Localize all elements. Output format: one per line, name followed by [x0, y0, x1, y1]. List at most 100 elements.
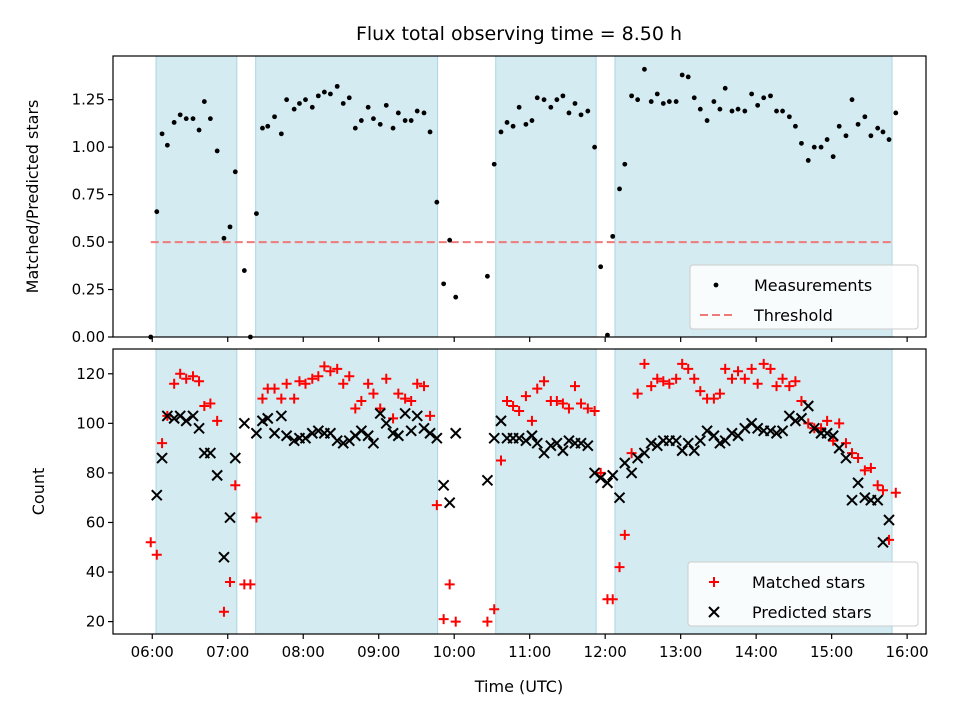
- predicted-star-point: [218, 551, 230, 563]
- measurement-point: [159, 131, 165, 137]
- predicted-star-point: [526, 430, 538, 442]
- matched-star-point: [489, 604, 500, 615]
- predicted-star-point: [367, 437, 380, 449]
- matched-star-point: [450, 616, 461, 627]
- matched-star-point: [419, 381, 430, 392]
- measurement-point: [572, 101, 578, 106]
- matched-star-point: [877, 485, 888, 496]
- measurement-point: [862, 114, 868, 120]
- matched-star-point: [199, 401, 210, 411]
- predicted-star-point: [645, 437, 657, 449]
- matched-star-point: [438, 614, 449, 625]
- predicted-star-point: [392, 430, 405, 442]
- observing-window-ratio-1: [255, 55, 439, 338]
- matched-star-point: [614, 562, 625, 573]
- predicted-star-point: [619, 457, 631, 469]
- plot-frame-count: [112, 348, 927, 635]
- measurement-point: [377, 121, 383, 127]
- legend-marker: [708, 606, 720, 618]
- matched-star-point: [375, 403, 386, 414]
- matched-star-point: [169, 378, 180, 389]
- matched-star-point: [890, 487, 901, 498]
- matched-star-point: [307, 373, 318, 384]
- matched-star-point: [393, 388, 404, 399]
- predicted-star-point: [268, 427, 281, 439]
- matched-star-point: [300, 378, 311, 389]
- measurement-point: [414, 108, 420, 114]
- measurement-point: [510, 123, 516, 129]
- matched-star-point: [400, 393, 411, 404]
- predicted-star-point: [808, 422, 820, 435]
- measurement-point: [811, 144, 817, 150]
- measurement-point: [177, 112, 183, 118]
- measurement-point: [673, 99, 679, 104]
- predicted-star-point: [262, 412, 274, 425]
- measurement-point: [660, 101, 666, 106]
- matched-star-point: [816, 423, 827, 434]
- matched-star-point: [796, 396, 807, 407]
- predicted-star-point: [607, 469, 619, 482]
- matched-star-point: [269, 383, 280, 394]
- measurement-point: [183, 116, 189, 122]
- x-tick-label: 09:00: [357, 643, 400, 661]
- legend-ratio: Measurements Threshold: [689, 264, 919, 330]
- matched-star-point: [281, 378, 292, 389]
- measurement-point: [232, 169, 238, 175]
- matched-star-point: [671, 373, 682, 384]
- matched-star-point: [406, 396, 417, 407]
- y-tick-label: 20: [86, 613, 105, 631]
- x-tick-label: 14:00: [735, 643, 778, 661]
- measurement-point: [541, 97, 547, 103]
- y-tick-label: 0.50: [72, 233, 105, 251]
- predicted-star-point: [770, 427, 783, 439]
- matched-star-point: [859, 465, 870, 476]
- measurement-point: [849, 97, 855, 103]
- predicted-star-point: [238, 417, 251, 430]
- x-tick-label: 13:00: [659, 643, 702, 661]
- predicted-star-point: [306, 427, 318, 439]
- measurement-point: [190, 116, 196, 122]
- measurement-point: [610, 233, 616, 239]
- measurement-point: [328, 91, 333, 97]
- measurement-point: [793, 123, 798, 129]
- measurement-point: [214, 148, 220, 154]
- predicted-star-point: [776, 425, 789, 437]
- predicted-star-point: [545, 439, 557, 452]
- predicted-star-point: [161, 410, 174, 422]
- y-tick-label: 100: [76, 414, 105, 432]
- matched-star-point: [595, 467, 606, 478]
- measurement-point: [346, 95, 352, 101]
- predicted-star-point: [638, 447, 651, 459]
- matched-star-point: [502, 396, 513, 407]
- predicted-star-point: [795, 412, 808, 425]
- measurement-point: [886, 137, 892, 142]
- matched-star-point: [626, 448, 637, 459]
- predicted-star-point: [575, 437, 587, 449]
- matched-star-point: [828, 435, 839, 446]
- matched-star-point: [677, 358, 688, 369]
- matched-star-point: [784, 381, 795, 392]
- measurement-point: [154, 209, 160, 215]
- measurement-point: [697, 106, 703, 112]
- measurement-point: [605, 332, 610, 338]
- measurement-point: [265, 123, 271, 129]
- predicted-star-point: [211, 469, 223, 482]
- measurement-point: [309, 104, 315, 110]
- measurement-point: [893, 110, 899, 116]
- x-tick-label: 10:00: [433, 643, 476, 661]
- measurement-point: [260, 125, 265, 131]
- matched-star-point: [319, 361, 330, 372]
- predicted-star-point: [852, 477, 864, 489]
- predicted-star-point: [193, 422, 205, 435]
- matched-star-point: [368, 388, 379, 399]
- measurement-point: [592, 144, 598, 150]
- matched-star-point: [822, 415, 833, 426]
- measurement-point: [761, 95, 767, 101]
- measurement-point: [548, 104, 554, 110]
- measurement-point: [254, 211, 259, 216]
- matched-star-point: [539, 376, 550, 387]
- x-tick-label: 12:00: [584, 643, 627, 661]
- measurement-point: [358, 118, 364, 123]
- measurement-point: [196, 127, 202, 133]
- observing-window-count-1: [255, 348, 439, 635]
